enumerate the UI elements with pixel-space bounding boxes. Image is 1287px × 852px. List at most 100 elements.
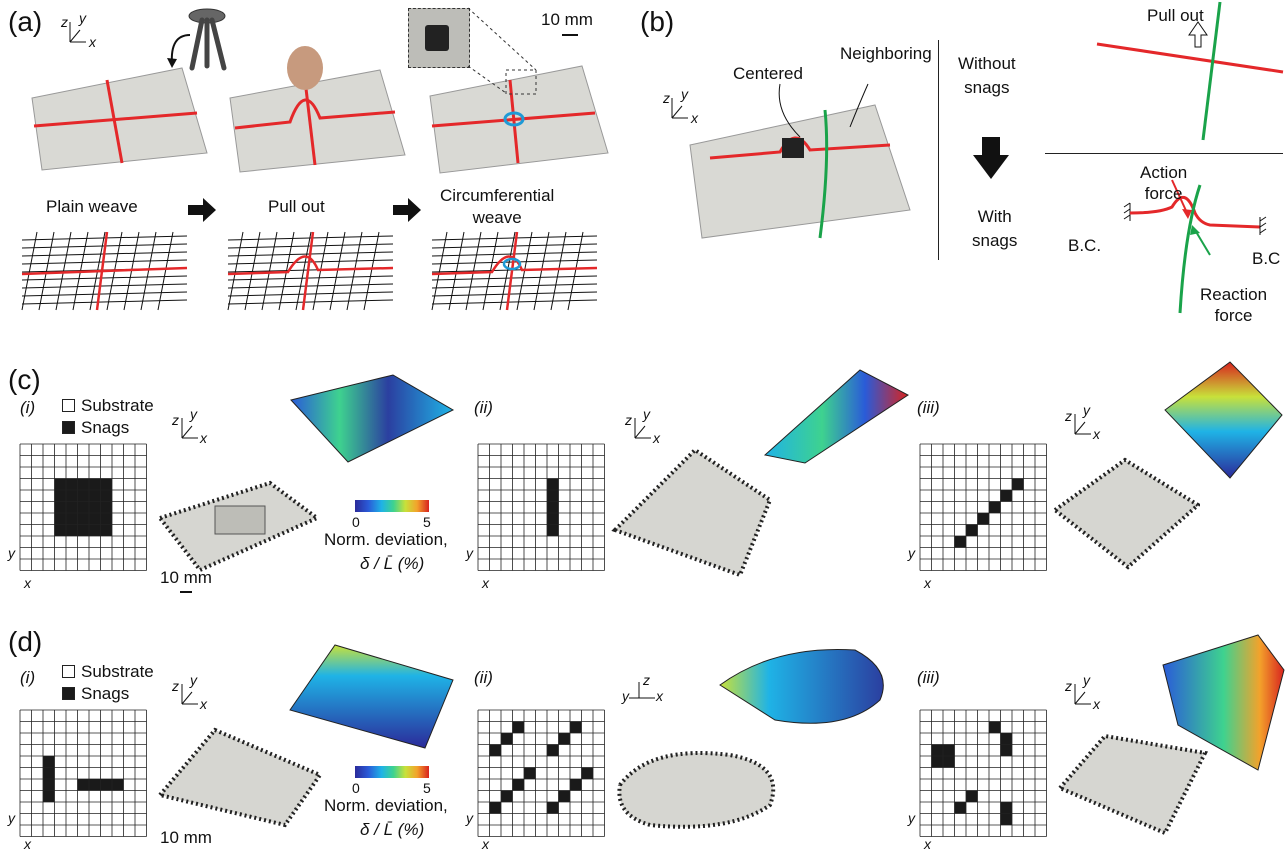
axis-triad-b [671, 98, 688, 119]
photo-c-iii [1050, 455, 1200, 570]
panel-c-label: (c) [8, 364, 41, 395]
axis-c-i-z: z [172, 412, 179, 428]
axis-c-i-x: x [200, 430, 207, 446]
divider-vertical-b [938, 40, 939, 260]
axis-d-ii-y: y [622, 688, 629, 704]
colorbar-c-min: 0 [352, 514, 360, 530]
panel-b-label: (b) [640, 6, 675, 37]
snag-cell [558, 790, 570, 802]
axis-triad-a [69, 22, 86, 43]
colorbar-c-title: Norm. deviation, [324, 530, 448, 549]
panel-d-sub-ii: (ii) [474, 668, 493, 687]
label-bc-right: B.C [1252, 249, 1281, 268]
colorbar-c: 0 5 [352, 500, 431, 530]
colorbar-d-min: 0 [352, 780, 360, 796]
legend-c-substrate: Substrate [62, 396, 154, 416]
step-pull-out: Pull out [268, 197, 325, 216]
grid-c-i-x: x [24, 575, 31, 591]
snag-cell [581, 767, 593, 779]
grid-d-ii-x: x [482, 836, 489, 852]
arrow-right-icon-2 [393, 198, 421, 222]
snag-cell [524, 767, 536, 779]
snag-cell [989, 501, 1001, 513]
schematic-without-snags [1096, 1, 1284, 141]
tripod-icon [188, 8, 227, 71]
colorbar-c-max: 5 [423, 514, 431, 530]
legend-d-snags-text: Snags [81, 684, 130, 703]
axis-d-i-x: x [200, 696, 207, 712]
colorbar-d-max: 5 [423, 780, 431, 796]
label-action-force: Action force [1140, 163, 1188, 203]
zoom-inset [408, 8, 470, 68]
snag-cell [954, 802, 966, 814]
sim-d-i [285, 640, 455, 750]
snag-cell [1000, 490, 1012, 502]
schematic-plain-weave [21, 231, 188, 311]
axis-triad-c-i [181, 418, 198, 439]
label-with-snags: With snags [972, 207, 1018, 250]
snag-cell [512, 779, 524, 791]
snag-cell [570, 721, 582, 733]
sim-d-iii [1158, 630, 1286, 775]
snag-cell [954, 536, 966, 548]
photo-plain-weave [12, 58, 212, 173]
axis-c-ii-z: z [625, 412, 632, 428]
axis-triad-c-ii [634, 418, 651, 439]
grid-c-ii [477, 443, 605, 571]
snag-cell [977, 513, 989, 525]
label-bc-left: B.C. [1068, 236, 1102, 255]
snag-cell [570, 779, 582, 791]
sim-c-ii [760, 365, 910, 465]
step-plain-weave: Plain weave [46, 197, 138, 216]
panel-d-sub-iii: (iii) [917, 668, 940, 687]
legend-c-snags-text: Snags [81, 418, 130, 437]
sim-c-i [283, 370, 455, 465]
axis-c-iii-z: z [1065, 408, 1072, 424]
arrow-right-icon-1 [188, 198, 216, 222]
label-pull-out-b: Pull out [1147, 6, 1204, 25]
scale-bar-c-label: 10 mm [160, 568, 212, 587]
photo-c-i [155, 478, 320, 573]
axis-c-iii-x: x [1093, 426, 1100, 442]
axis-y-b: y [681, 86, 688, 102]
axis-d-iii-y: y [1083, 672, 1090, 688]
axis-triad-c-iii [1074, 414, 1091, 435]
photo-d-iii [1055, 728, 1210, 838]
axis-d-i-y: y [190, 672, 197, 688]
grid-d-iii [919, 709, 1047, 837]
grid-d-i-y: y [8, 810, 15, 826]
sim-c-iii [1160, 360, 1285, 480]
grid-c-iii-x: x [924, 575, 931, 591]
snag-cell [489, 744, 501, 756]
snag-cell [989, 721, 1001, 733]
panel-a-label: (a) [8, 6, 43, 37]
axis-x-a: x [89, 34, 96, 50]
legend-c-snags-swatch [62, 421, 75, 434]
axis-y-a: y [79, 10, 86, 26]
axis-c-i-y: y [190, 406, 197, 422]
snag-cell [1012, 478, 1024, 490]
panel-d-sub-i: (i) [20, 668, 36, 687]
colorbar-d: 0 5 [352, 766, 431, 796]
colorbar-d-title: Norm. deviation, [324, 796, 448, 815]
panel-c-sub-ii: (ii) [474, 398, 493, 417]
arrow-down-icon [973, 137, 1009, 179]
scale-bar-c [180, 591, 192, 593]
panel-c-sub-iii: (iii) [917, 398, 940, 417]
colorbar-d-unit: δ / L̄ (%) [360, 820, 425, 839]
axis-triad-d-iii [1074, 684, 1091, 705]
scale-bar-a [562, 34, 578, 36]
label-reaction-force: Reaction force [1200, 285, 1268, 325]
snag-cell [547, 802, 559, 814]
axis-c-iii-y: y [1083, 402, 1090, 418]
axis-d-ii-z: z [643, 672, 650, 688]
grid-d-iii-x: x [924, 836, 931, 852]
grid-d-ii [477, 709, 605, 837]
schematic-circumferential [431, 231, 598, 311]
snag-cell [547, 744, 559, 756]
snag-cell [547, 478, 559, 536]
sim-d-ii [715, 640, 890, 735]
panel-d-label: (d) [8, 626, 43, 657]
grid-d-i-x: x [24, 836, 31, 852]
axis-c-ii-y: y [643, 406, 650, 422]
